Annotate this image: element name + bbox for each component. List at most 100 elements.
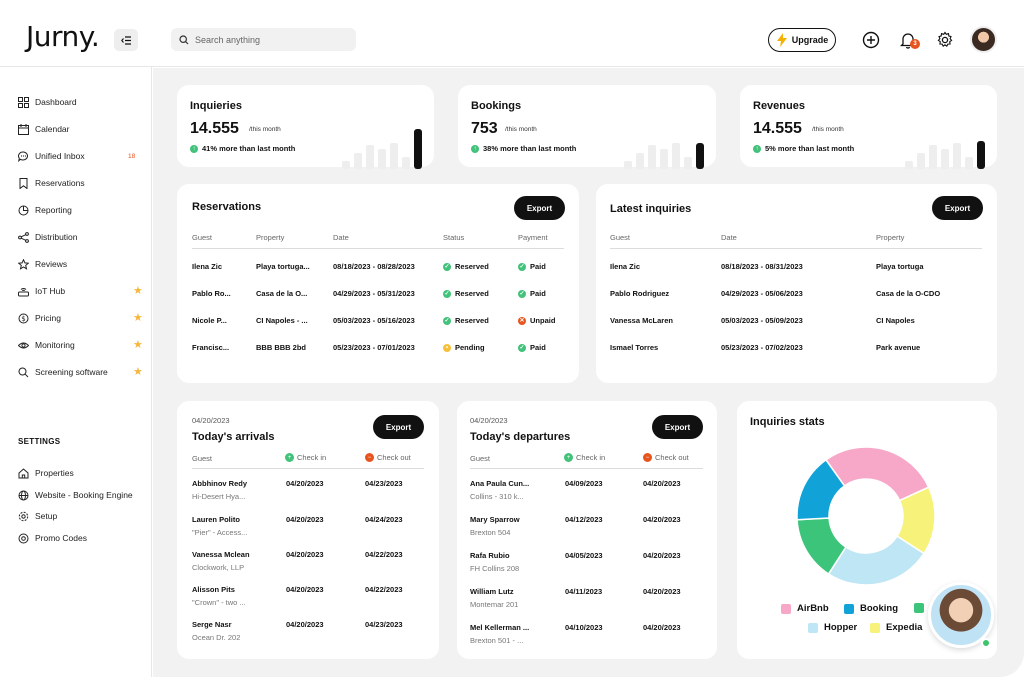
search-input[interactable] <box>195 34 345 45</box>
sidebar-item-reporting[interactable]: Reporting <box>18 203 146 217</box>
column-header[interactable]: Guest <box>192 454 213 463</box>
column-header[interactable]: Property <box>876 233 905 242</box>
mini-bar <box>672 143 680 169</box>
guest-property: Hi-Desert Hya... <box>192 492 246 501</box>
stat-mini-chart <box>342 125 422 169</box>
settings-button[interactable] <box>935 30 955 50</box>
column-header[interactable]: Status <box>443 233 465 242</box>
reservations-export-button[interactable]: Export <box>514 196 565 220</box>
guest-cell[interactable]: Alisson Pits <box>192 585 235 594</box>
sidebar-item-setup[interactable]: Setup <box>18 509 146 523</box>
sidebar-item-reservations[interactable]: Reservations <box>18 176 146 190</box>
legend-swatch <box>781 603 791 614</box>
stat-mini-chart <box>905 125 985 169</box>
sidebar-item-monitoring[interactable]: Monitoring ★ <box>18 338 146 352</box>
arrivals-date: 04/20/2023 <box>192 416 230 425</box>
date-cell: 08/18/2023 - 08/31/2023 <box>721 262 803 271</box>
mini-bar <box>390 143 398 169</box>
payment-cell: ✓ Paid <box>518 343 546 352</box>
guest-cell[interactable]: William Lutz <box>470 587 514 596</box>
guest-cell[interactable]: Nicole P... <box>192 316 227 325</box>
sidebar-item-dashboard[interactable]: Dashboard <box>18 95 146 109</box>
arrivals-export-button[interactable]: Export <box>373 415 424 439</box>
sidebar-item-reviews[interactable]: Reviews <box>18 257 146 271</box>
legend-item-airbnb[interactable]: AirBnb <box>781 603 829 614</box>
search-icon <box>179 34 189 44</box>
legend-item-booking[interactable]: Booking <box>844 603 898 614</box>
column-header[interactable]: Guest <box>192 233 213 242</box>
support-chat-avatar[interactable] <box>928 582 994 648</box>
inquiries-stats-title: Inquiries stats <box>750 416 825 428</box>
sidebar-item-properties[interactable]: Properties <box>18 466 146 480</box>
donut-slice-booking[interactable] <box>796 458 846 521</box>
sidebar-item-promo-codes[interactable]: Promo Codes <box>18 531 146 545</box>
stat-trend-label: 5% more than last month <box>765 144 855 153</box>
sidebar-toggle-button[interactable] <box>114 29 138 51</box>
column-header[interactable]: Payment <box>518 233 548 242</box>
mini-bar <box>953 143 961 169</box>
guest-property: Collins - 310 k... <box>470 492 524 501</box>
donut-slice-airbnb[interactable] <box>824 446 930 502</box>
notifications-button[interactable]: 3 <box>898 30 920 50</box>
column-header[interactable]: + Check in <box>564 453 605 462</box>
stat-card-revenues: Revenues 14.555 /this month ↑ 5% more tha… <box>740 85 997 169</box>
sidebar-item-label: Unified Inbox <box>35 151 85 161</box>
upgrade-button[interactable]: Upgrade <box>768 28 836 52</box>
status-label: Reserved <box>455 289 489 298</box>
guest-cell[interactable]: Francisc... <box>192 343 230 352</box>
guest-cell[interactable]: Lauren Polito <box>192 515 240 524</box>
column-header[interactable]: + Check in <box>285 453 326 462</box>
property-cell: CI Napoles <box>876 316 915 325</box>
checkin-cell: 04/05/2023 <box>565 551 603 560</box>
guest-cell[interactable]: Mel Kellerman ... <box>470 623 530 632</box>
column-header[interactable]: − Check out <box>643 453 689 462</box>
sidebar-item-label: Reviews <box>35 259 68 269</box>
column-header[interactable]: Date <box>721 233 737 242</box>
latest-inquiries-export-button[interactable]: Export <box>932 196 983 220</box>
guest-cell[interactable]: Ilena Zic <box>192 262 223 271</box>
guest-cell[interactable]: Pablo Ro... <box>192 289 231 298</box>
column-header[interactable]: Date <box>333 233 349 242</box>
guest-cell[interactable]: Serge Nasr <box>192 620 232 629</box>
add-button[interactable] <box>861 30 881 50</box>
share-icon <box>18 231 29 243</box>
column-header[interactable]: Guest <box>470 454 491 463</box>
guest-cell[interactable]: Vanessa McLaren <box>610 316 673 325</box>
sidebar-item-calendar[interactable]: Calendar <box>18 122 146 136</box>
sidebar-item-label: Promo Codes <box>35 533 87 543</box>
checkout-cell: 04/23/2023 <box>365 620 403 629</box>
checkin-cell: 04/20/2023 <box>286 550 324 559</box>
departures-export-button[interactable]: Export <box>652 415 703 439</box>
legend-item-green[interactable] <box>914 603 930 613</box>
column-header[interactable]: − Check out <box>365 453 411 462</box>
search-bar[interactable] <box>171 28 356 51</box>
checkout-cell: 04/24/2023 <box>365 515 403 524</box>
premium-star-icon: ★ <box>133 311 143 324</box>
sidebar-item-screening-software[interactable]: Screening software ★ <box>18 365 146 379</box>
sidebar-item-label: Reporting <box>35 205 72 215</box>
sidebar-item-distribution[interactable]: Distribution <box>18 230 146 244</box>
guest-cell[interactable]: Pablo Rodriguez <box>610 289 670 298</box>
sidebar-item-iot-hub[interactable]: IoT Hub ★ <box>18 284 146 298</box>
guest-cell[interactable]: Ana Paula Cun... <box>470 479 530 488</box>
cross-icon: ✕ <box>518 316 526 325</box>
guest-cell[interactable]: Abbhinov Redy <box>192 479 248 488</box>
column-header[interactable]: Property <box>256 233 285 242</box>
user-avatar[interactable] <box>970 26 997 53</box>
column-header[interactable]: Guest <box>610 233 631 242</box>
jurny-logo[interactable]: Jurny. <box>26 20 100 53</box>
sidebar-item-website-booking-engine[interactable]: Website - Booking Engine <box>18 488 146 502</box>
guest-cell[interactable]: Ismael Torres <box>610 343 659 352</box>
legend-item-expedia[interactable]: Expedia <box>870 622 922 633</box>
sidebar-item-unified-inbox[interactable]: Unified Inbox 18 <box>18 149 146 163</box>
home-icon <box>18 467 29 479</box>
guest-cell[interactable]: Ilena Zic <box>610 262 641 271</box>
arrivals-title: Today's arrivals <box>192 431 275 443</box>
status-cell: ✓ Reserved <box>443 289 489 298</box>
guest-cell[interactable]: Vanessa Mclean <box>192 550 250 559</box>
donut-slice-hopper[interactable] <box>827 535 925 586</box>
sidebar-item-pricing[interactable]: $ Pricing ★ <box>18 311 146 325</box>
legend-item-hopper[interactable]: Hopper <box>808 622 857 633</box>
guest-cell[interactable]: Rafa Rubio <box>470 551 510 560</box>
guest-cell[interactable]: Mary Sparrow <box>470 515 520 524</box>
